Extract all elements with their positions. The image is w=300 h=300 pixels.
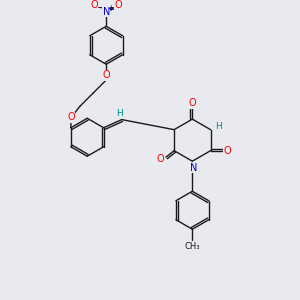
Text: H: H [116, 109, 123, 118]
Text: +: + [107, 4, 113, 13]
Text: N: N [103, 7, 110, 17]
Text: O: O [156, 154, 164, 164]
Text: H: H [215, 122, 222, 131]
Text: N: N [190, 163, 197, 172]
Text: O: O [188, 98, 196, 108]
Text: CH₃: CH₃ [184, 242, 200, 251]
Text: O: O [67, 112, 75, 122]
Text: O: O [90, 0, 98, 10]
Text: O: O [115, 0, 122, 10]
Text: O: O [102, 70, 110, 80]
Text: O: O [224, 146, 231, 156]
